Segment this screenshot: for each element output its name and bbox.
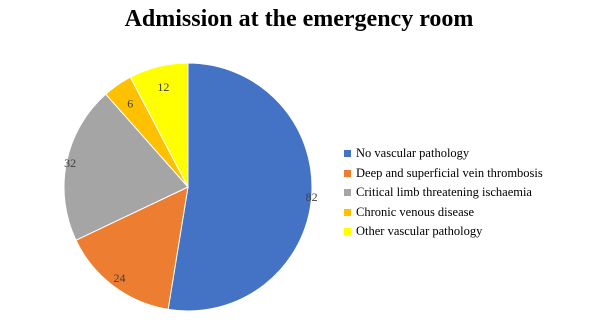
legend-item: Other vascular pathology [344,222,543,242]
legend-item: No vascular pathology [344,144,543,164]
pie-slice [167,62,313,312]
chart-title: Admission at the emergency room [124,6,474,32]
legend-swatch [344,169,351,177]
legend-label: Chronic venous disease [356,204,475,219]
legend-swatch [344,208,351,216]
legend-item: Critical limb threatening ischaemia [344,183,543,203]
pie-slice [129,62,189,188]
legend-swatch [344,228,351,236]
legend-label: Deep and superficial vein thrombosis [356,165,543,180]
legend-swatch [344,189,351,197]
data-label: 24 [113,271,125,285]
legend-item: Deep and superficial vein thrombosis [344,164,543,184]
legend-swatch [344,150,351,158]
legend-label: Critical limb threatening ischaemia [356,185,532,200]
legend-label: No vascular pathology [356,146,470,161]
legend-item: Chronic venous disease [344,203,543,223]
pie-slice [63,93,189,241]
pie-slice [75,186,189,310]
data-label: 12 [157,80,169,94]
data-label: 32 [64,156,76,170]
data-label: 6 [127,96,133,110]
chart-legend: No vascular pathology Deep and superficia… [344,144,543,242]
data-label: 82 [306,190,318,204]
legend-label: Other vascular pathology [356,224,483,239]
